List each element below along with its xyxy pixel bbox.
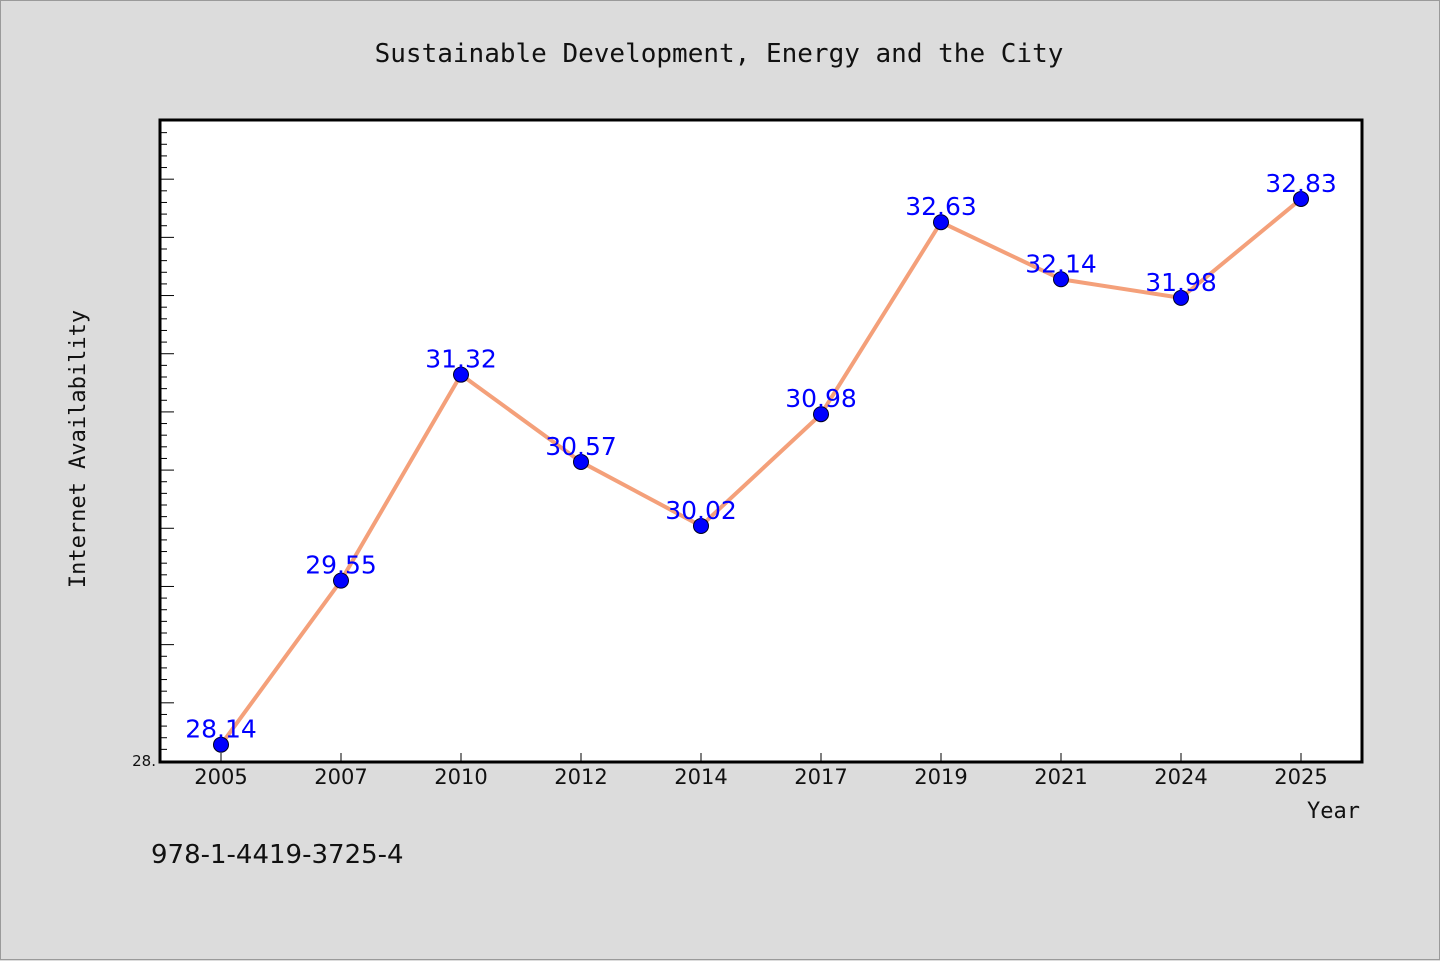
data-markers xyxy=(213,190,1309,753)
data-point xyxy=(453,366,469,383)
data-point xyxy=(1173,289,1189,306)
data-point xyxy=(933,214,949,231)
data-point xyxy=(1053,271,1069,288)
x-tick-label: 2012 xyxy=(554,765,607,789)
data-label: 28.14 xyxy=(185,715,257,744)
x-axis-ticks: 2005 2007 2010 2012 2014 2017 2019 2021 2024 2025 xyxy=(194,753,1328,789)
data-point xyxy=(333,572,349,589)
data-label: 32.83 xyxy=(1265,169,1337,198)
data-label: 30.57 xyxy=(545,432,617,461)
y-axis-label: Internet Availability xyxy=(66,310,91,588)
data-point xyxy=(693,517,709,534)
data-label: 29.55 xyxy=(305,551,377,580)
data-label: 31.32 xyxy=(425,345,497,374)
isbn-footer: 978-1-4419-3725-4 xyxy=(151,840,404,870)
x-tick-label: 2007 xyxy=(314,765,367,789)
data-point xyxy=(573,453,589,470)
x-tick-label: 2005 xyxy=(194,765,247,789)
x-tick-label: 2021 xyxy=(1034,765,1087,789)
data-label: 30.02 xyxy=(665,496,737,525)
x-tick-label: 2024 xyxy=(1154,765,1207,789)
chart-title: Sustainable Development, Energy and the … xyxy=(375,39,1064,69)
x-axis-label: Year xyxy=(1307,799,1360,824)
y-axis-ticks: 28. xyxy=(132,120,174,770)
data-point xyxy=(1293,190,1309,207)
plot-area xyxy=(158,118,1364,764)
x-tick-label: 2010 xyxy=(434,765,487,789)
data-point xyxy=(213,736,229,753)
x-tick-label: 2017 xyxy=(794,765,847,789)
data-label: 30.98 xyxy=(785,384,857,413)
y-tick-label: 28. xyxy=(132,752,156,770)
data-labels: 28.14 29.55 31.32 30.57 30.02 30.98 32.63 32.14… xyxy=(185,169,1337,744)
data-label: 31.98 xyxy=(1145,268,1217,297)
x-tick-label: 2019 xyxy=(914,765,967,789)
series-line-group xyxy=(219,196,1303,747)
x-tick-label: 2025 xyxy=(1274,765,1327,789)
series-line xyxy=(219,196,1303,747)
data-label: 32.14 xyxy=(1025,249,1097,278)
data-label: 32.63 xyxy=(905,192,977,221)
data-point xyxy=(813,406,829,423)
x-tick-label: 2014 xyxy=(674,765,727,789)
